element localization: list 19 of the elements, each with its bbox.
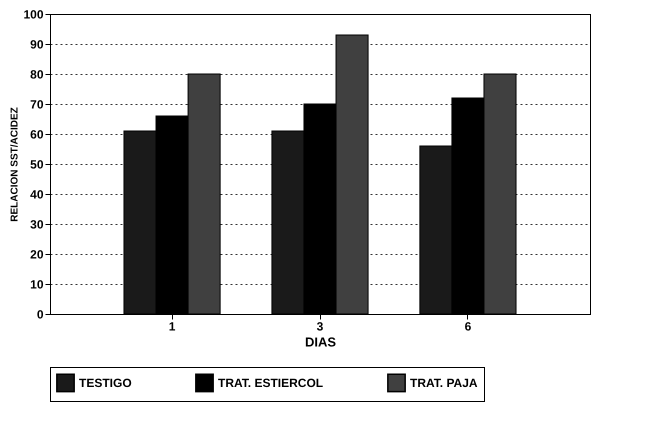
x-tick-label: 1: [168, 320, 176, 334]
y-tick-label: 50: [30, 158, 44, 172]
y-tick-label: 0: [36, 308, 44, 322]
x-tick-label: 6: [464, 320, 472, 334]
legend-label: TRAT. ESTIERCOL: [218, 376, 324, 390]
y-tick-label: 80: [30, 68, 44, 82]
x-axis-title: DIAS: [304, 334, 336, 350]
y-tick-label: 20: [30, 248, 44, 262]
y-tick-label: 90: [30, 38, 44, 52]
y-tick-label: 40: [30, 188, 44, 202]
y-tick-label: 10: [30, 278, 44, 292]
legend-label: TRAT. PAJA: [410, 376, 478, 390]
y-axis-title: RELACION SST/ACIDEZ: [9, 107, 20, 222]
y-tick-label: 60: [30, 128, 44, 142]
y-tick-label: 100: [23, 8, 44, 22]
legend-label: TESTIGO: [79, 376, 132, 390]
y-tick-label: 70: [30, 98, 44, 112]
x-tick-label: 3: [316, 320, 324, 334]
y-tick-label: 30: [30, 218, 44, 232]
